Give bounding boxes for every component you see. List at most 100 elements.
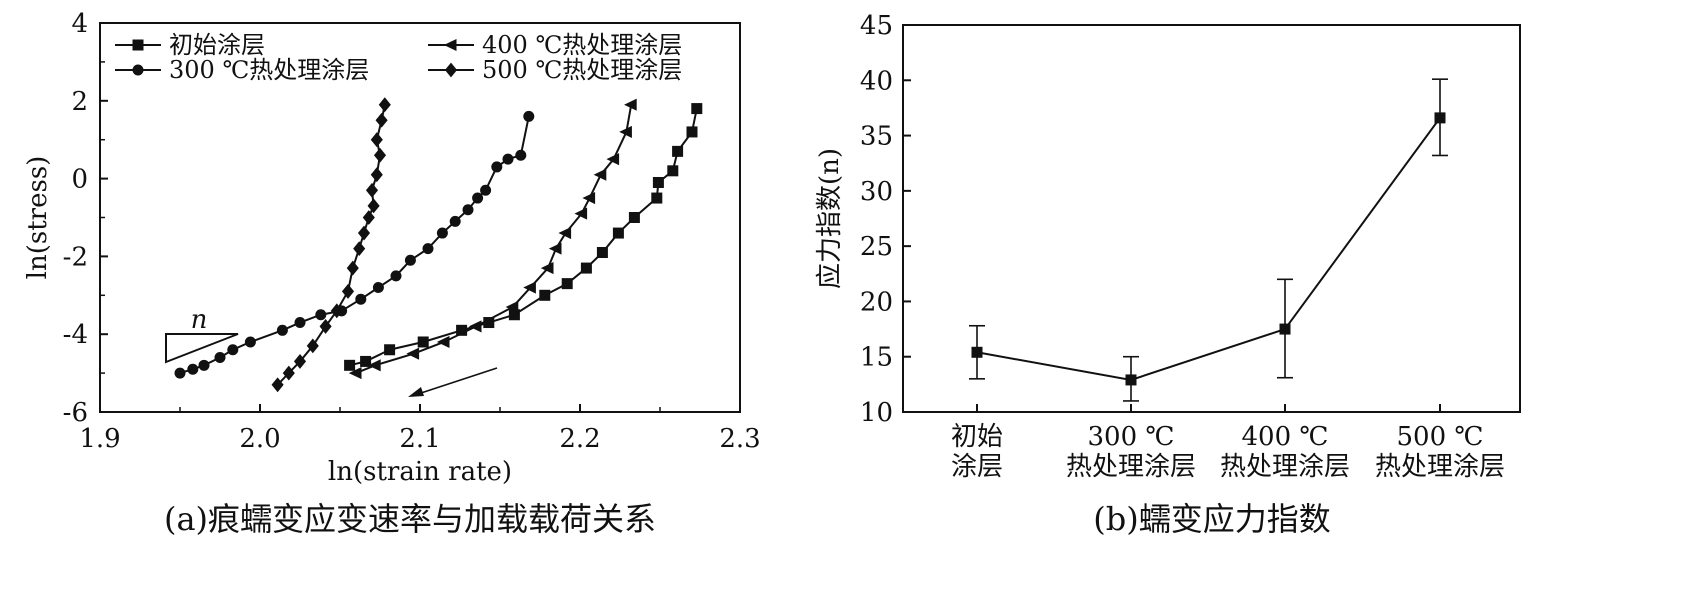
y-tick-label: -2: [63, 242, 88, 272]
category-label: 涂层: [951, 452, 1003, 482]
data-point: [341, 283, 355, 299]
legend-marker: [132, 39, 144, 51]
y-tick-label: 10: [860, 398, 893, 428]
data-point: [558, 227, 572, 240]
category-label: 热处理涂层: [1066, 452, 1196, 482]
y-axis-label: 应力指数(n): [815, 148, 845, 289]
data-point: [523, 281, 536, 294]
data-point: [502, 153, 514, 165]
legend-marker: [132, 64, 144, 76]
data-point: [1125, 374, 1137, 386]
data-point: [667, 165, 679, 177]
data-point: [580, 262, 592, 274]
x-tick-label: 2.0: [239, 424, 280, 454]
data-point: [187, 363, 199, 375]
data-point: [355, 293, 367, 305]
data-point: [539, 289, 551, 301]
series-line: [355, 104, 633, 375]
data-point: [214, 352, 226, 364]
x-tick-label: 1.9: [79, 424, 120, 454]
data-point: [362, 210, 375, 225]
data-point: [449, 215, 461, 227]
category-label: 热处理涂层: [1220, 452, 1350, 482]
caption-b: (b)蠕变应力指数: [1093, 500, 1330, 538]
category-label: 500 ℃: [1397, 422, 1484, 452]
data-point: [505, 300, 519, 314]
data-point: [651, 192, 663, 204]
data-point: [306, 338, 319, 354]
data-point: [436, 227, 448, 239]
data-point: [422, 243, 434, 255]
data-point: [198, 359, 210, 371]
data-point: [315, 309, 327, 321]
data-point: [1279, 323, 1291, 335]
data-point: [1434, 112, 1446, 124]
y-tick-label: 40: [860, 66, 893, 96]
data-point: [348, 367, 362, 380]
y-tick-label: 20: [860, 287, 893, 317]
data-point: [691, 103, 703, 115]
x-tick-label: 2.3: [719, 424, 760, 454]
data-point: [417, 336, 429, 348]
category-label: 400 ℃: [1242, 422, 1329, 452]
category-label: 热处理涂层: [1375, 452, 1505, 482]
data-point: [370, 132, 383, 148]
legend-label: 500 ℃热处理涂层: [482, 56, 682, 84]
data-point: [523, 110, 535, 122]
legend-marker: [443, 38, 457, 52]
arrow-head: [408, 387, 424, 397]
y-tick-label: 0: [71, 165, 88, 195]
y-tick-label: 25: [860, 232, 893, 262]
legend-marker: [444, 62, 458, 78]
data-point: [652, 176, 664, 188]
data-point: [378, 97, 391, 113]
category-label: 初始: [951, 422, 1003, 452]
data-point: [596, 247, 608, 259]
data-point: [561, 278, 573, 290]
data-point: [436, 335, 450, 349]
y-tick-label: 2: [71, 87, 88, 117]
data-point: [384, 344, 396, 356]
data-point: [483, 317, 495, 329]
data-point: [462, 204, 474, 216]
legend-label: 400 ℃热处理涂层: [482, 31, 682, 59]
data-point: [353, 241, 366, 257]
data-point: [293, 354, 307, 369]
legend-label: 300 ℃热处理涂层: [169, 56, 369, 84]
legend-label: 初始涂层: [169, 31, 265, 59]
data-point: [515, 149, 527, 161]
data-point: [508, 309, 520, 321]
data-point: [672, 145, 684, 157]
data-point: [582, 192, 596, 205]
data-point: [360, 355, 372, 367]
y-tick-label: -6: [63, 398, 88, 428]
data-point: [574, 207, 588, 220]
data-point: [372, 282, 384, 294]
data-point: [282, 365, 295, 381]
caption-a: (a)痕蠕变应变速率与加载载荷关系: [164, 500, 656, 538]
data-point: [468, 320, 482, 333]
data-point: [612, 227, 624, 239]
data-point: [319, 318, 332, 334]
data-point: [593, 168, 607, 181]
data-point: [472, 192, 484, 204]
data-point: [367, 198, 380, 214]
data-point: [294, 317, 306, 329]
data-point: [404, 254, 416, 266]
data-point: [346, 260, 359, 276]
data-point: [174, 367, 186, 379]
data-point: [606, 153, 620, 166]
data-point: [456, 324, 468, 336]
y-tick-label: 4: [71, 9, 88, 39]
series-line: [976, 117, 1441, 381]
slope-triangle: [165, 333, 239, 364]
data-point: [227, 344, 239, 356]
data-point: [365, 182, 379, 198]
data-point: [368, 359, 381, 372]
data-point: [271, 377, 284, 393]
category-label: 300 ℃: [1088, 422, 1175, 452]
y-axis-label: ln(stress): [23, 156, 53, 280]
data-point: [375, 112, 388, 128]
data-point: [686, 126, 698, 138]
